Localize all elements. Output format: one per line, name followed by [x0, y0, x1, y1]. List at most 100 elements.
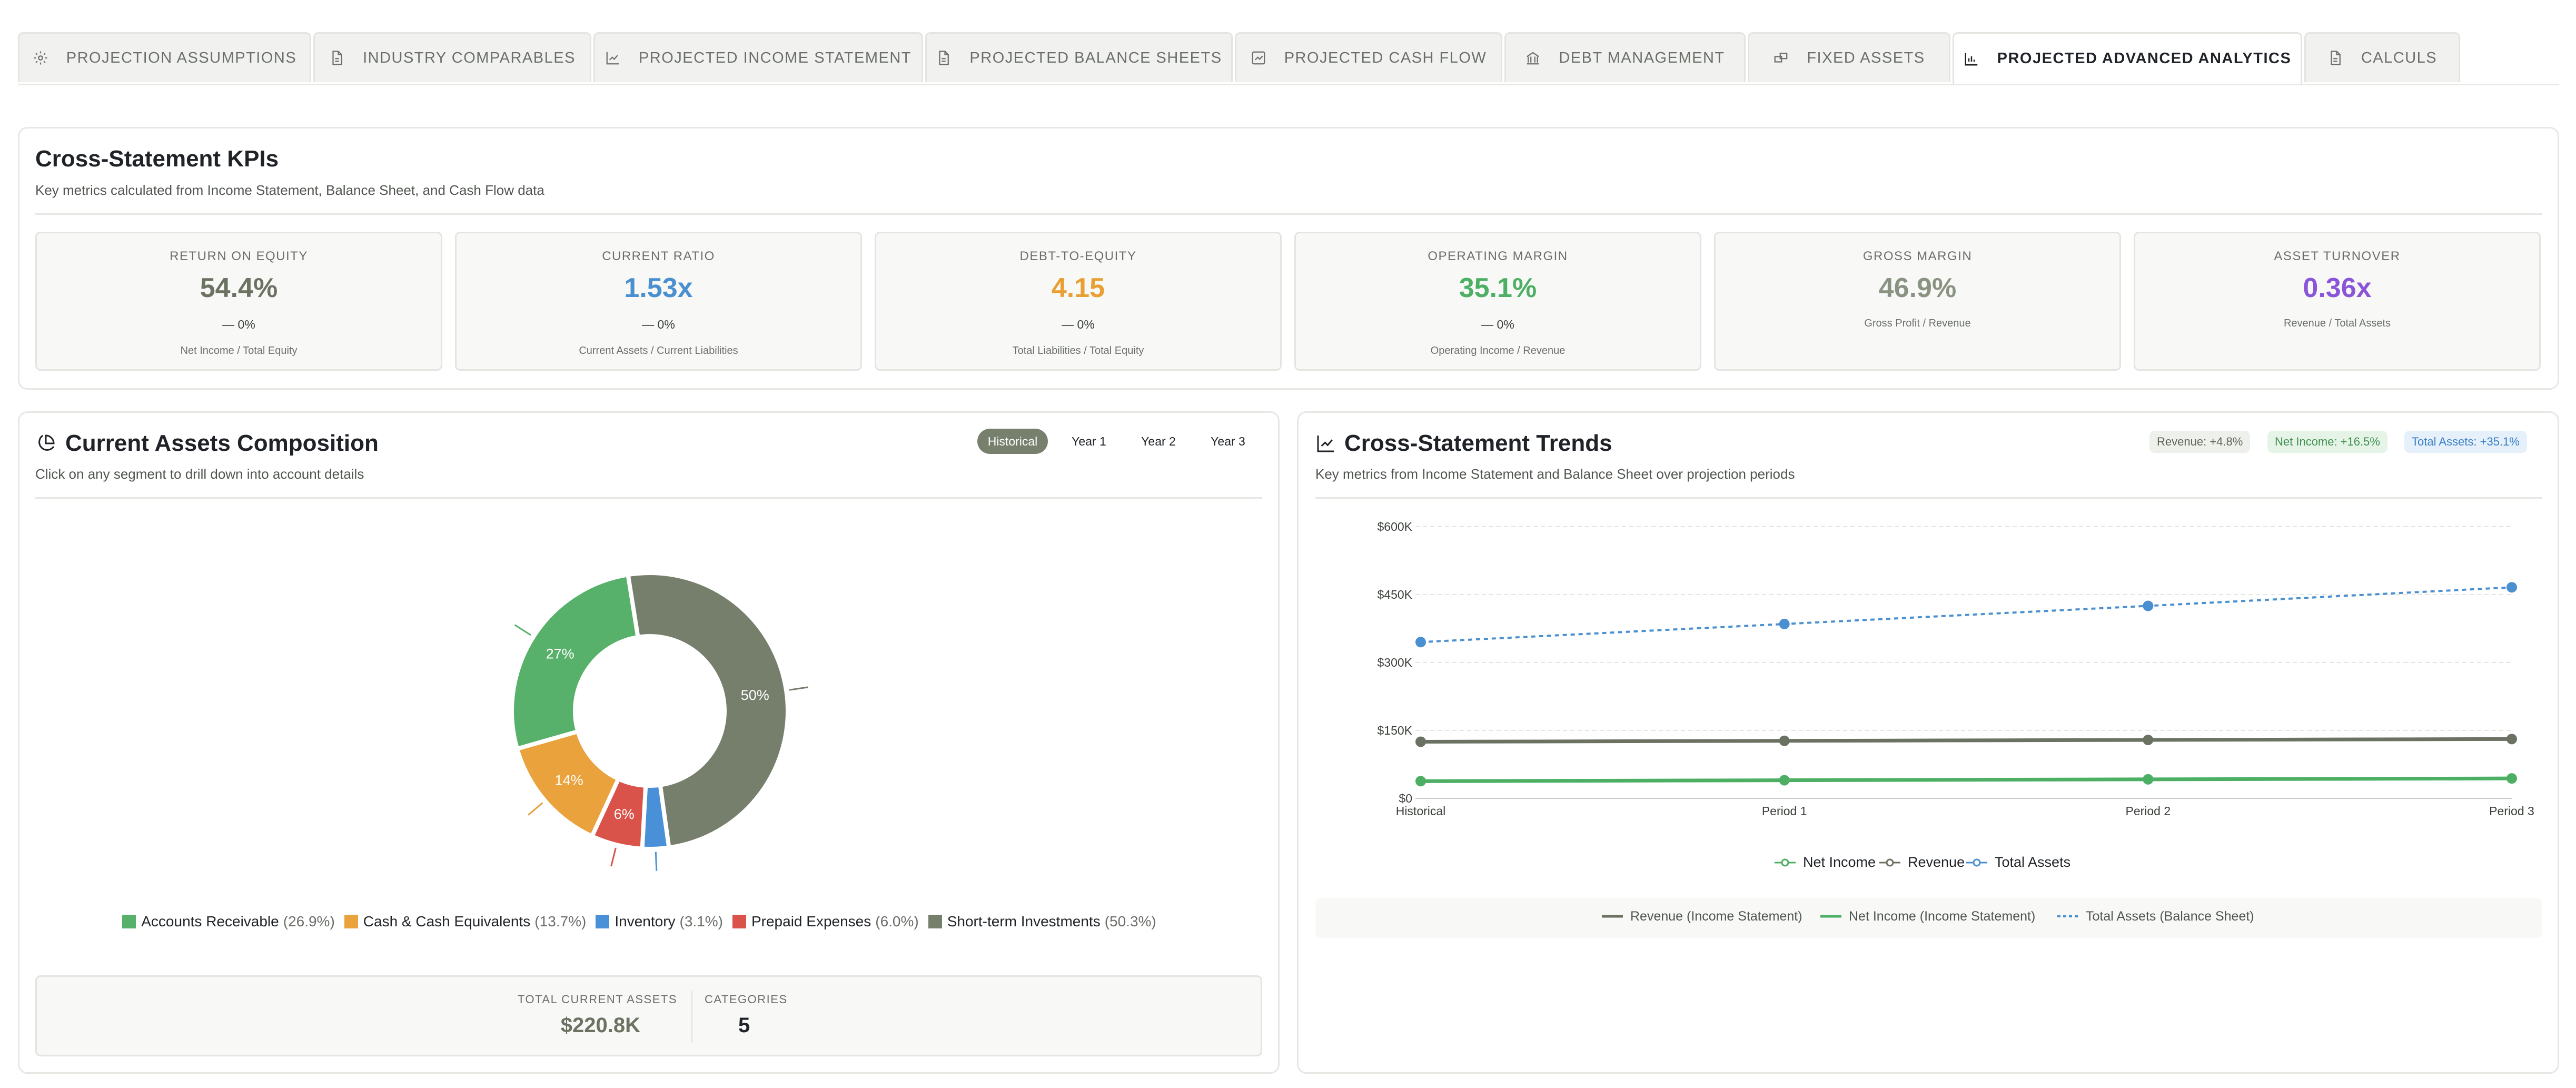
data-point[interactable] — [1779, 618, 1790, 629]
kpi-value: 46.9% — [1878, 273, 1957, 303]
legend-line-icon — [1774, 855, 1797, 871]
series-line-net-income — [1420, 776, 2512, 783]
tab-debt-management[interactable]: DEBT MANAGEMENT — [1504, 32, 1746, 82]
series-key-net-income: Net Income (Income Statement) — [1819, 908, 2035, 924]
kpi-formula: Total Liabilities / Total Equity — [1012, 345, 1144, 357]
kpi-card-return-on-equity: RETURN ON EQUITY 54.4% — 0% Net Income /… — [35, 232, 442, 371]
trend-legend-total-assets[interactable]: Total Assets — [1965, 854, 2070, 871]
trend-legend-revenue[interactable]: Revenue — [1878, 854, 1965, 871]
categories-value: 5 — [738, 1014, 750, 1037]
x-tick-label: Period 1 — [1762, 804, 1807, 818]
kpi-label: OPERATING MARGIN — [1428, 249, 1568, 263]
legend-label: Revenue — [1908, 854, 1965, 870]
legend-swatch — [344, 915, 358, 928]
document-icon — [2327, 50, 2343, 66]
donut-slice-short-term-investments[interactable] — [626, 571, 790, 850]
kpi-label: ASSET TURNOVER — [2274, 249, 2401, 263]
kpi-change: — 0% — [1062, 318, 1095, 331]
tab-fixed-assets[interactable]: FIXED ASSETS — [1748, 32, 1950, 82]
legend-pct: (26.9%) — [283, 913, 335, 929]
document-icon — [329, 50, 345, 66]
tab-industry-comparables[interactable]: INDUSTRY COMPARABLES — [313, 32, 591, 82]
tab-projected-balance-sheets[interactable]: PROJECTED BALANCE SHEETS — [925, 32, 1233, 82]
period-year2-button[interactable]: Year 2 — [1141, 434, 1176, 448]
legend-item-accounts-receivable[interactable]: Accounts Receivable (26.9%) — [122, 913, 335, 930]
series-key-label: Revenue (Income Statement) — [1630, 908, 1802, 924]
kpi-section-subtitle: Key metrics calculated from Income State… — [35, 182, 544, 198]
tab-label: PROJECTION ASSUMPTIONS — [66, 49, 297, 66]
y-tick-label: $600K — [1377, 520, 1412, 533]
series-key-revenue: Revenue (Income Statement) — [1601, 908, 1802, 924]
legend-label: Cash & Cash Equivalents — [363, 913, 531, 929]
data-point[interactable] — [2143, 774, 2154, 785]
legend-item-short-term-investments[interactable]: Short-term Investments (50.3%) — [928, 913, 1156, 930]
y-tick-label: $450K — [1377, 588, 1412, 601]
legend-item-prepaid-expenses[interactable]: Prepaid Expenses (6.0%) — [732, 913, 919, 930]
data-point[interactable] — [2143, 600, 2154, 611]
donut-leader-line — [610, 847, 617, 867]
period-historical-button[interactable]: Historical — [977, 429, 1048, 454]
tab-label: FIXED ASSETS — [1807, 49, 1925, 66]
kpi-change: — 0% — [222, 318, 255, 331]
tab-label: PROJECTED ADVANCED ANALYTICS — [1997, 50, 2292, 67]
legend-label: Inventory — [615, 913, 676, 929]
tab-projected-advanced-analytics[interactable]: PROJECTED ADVANCED ANALYTICS — [1953, 32, 2302, 84]
legend-swatch — [122, 915, 136, 928]
data-point[interactable] — [2506, 582, 2517, 593]
series-line-total-assets — [1420, 586, 2512, 644]
donut-leader-line — [655, 852, 658, 871]
kpi-formula: Net Income / Total Equity — [180, 345, 298, 357]
kpi-label: CURRENT RATIO — [602, 249, 715, 263]
donut-slice-label: 6% — [614, 806, 635, 822]
kpi-formula: Gross Profit / Revenue — [1864, 318, 1971, 329]
donut-slice-label: 50% — [741, 687, 769, 703]
tab-label: INDUSTRY COMPARABLES — [363, 49, 576, 66]
kpi-change: — 0% — [1481, 318, 1514, 331]
donut-slice-label: 27% — [546, 646, 574, 661]
kpi-card-gross-margin: GROSS MARGIN 46.9% Gross Profit / Revenu… — [1714, 232, 2121, 371]
tab-projected-income-statement[interactable]: PROJECTED INCOME STATEMENT — [593, 32, 923, 82]
bar-chart-icon — [1964, 51, 1979, 67]
x-tick-label: Historical — [1396, 804, 1446, 818]
tab-projected-cash-flow[interactable]: PROJECTED CASH FLOW — [1235, 32, 1502, 82]
series-key-panel — [1315, 898, 2542, 938]
tab-label: PROJECTED CASH FLOW — [1284, 49, 1487, 66]
legend-label: Short-term Investments — [947, 913, 1101, 929]
legend-label: Net Income — [1803, 854, 1876, 870]
y-tick-label: $0 — [1399, 792, 1412, 805]
composition-summary: TOTAL CURRENT ASSETS $220.8K CATEGORIES … — [35, 975, 1262, 1056]
trend-legend-net-income[interactable]: Net Income — [1774, 854, 1876, 871]
data-point[interactable] — [1779, 775, 1790, 786]
legend-item-inventory[interactable]: Inventory (3.1%) — [596, 913, 723, 930]
composition-card — [18, 411, 1280, 1074]
period-year3-button[interactable]: Year 3 — [1211, 434, 1245, 448]
divider — [35, 497, 1262, 499]
legend-item-cash[interactable]: Cash & Cash Equivalents (13.7%) — [344, 913, 586, 930]
data-point[interactable] — [2506, 773, 2517, 784]
data-point[interactable] — [1779, 735, 1790, 746]
data-point[interactable] — [2143, 735, 2154, 746]
kpi-formula: Current Assets / Current Liabilities — [579, 345, 738, 357]
legend-swatch — [596, 915, 610, 928]
donut-slice-label: 14% — [555, 772, 583, 788]
assets-icon — [1773, 50, 1789, 66]
tab-calculs[interactable]: CALCULS — [2304, 32, 2460, 82]
data-point[interactable] — [1415, 637, 1426, 648]
kpi-formula: Operating Income / Revenue — [1430, 345, 1566, 357]
series-key-label: Net Income (Income Statement) — [1849, 908, 2036, 924]
y-tick-label: $300K — [1377, 656, 1412, 669]
summary-divider — [691, 991, 692, 1043]
series-key-label: Total Assets (Balance Sheet) — [2086, 908, 2254, 924]
tab-projection-assumptions[interactable]: PROJECTION ASSUMPTIONS — [18, 32, 311, 82]
donut-slice-accounts-receivable[interactable] — [510, 572, 641, 751]
data-point[interactable] — [1415, 736, 1426, 747]
legend-pct: (50.3%) — [1104, 913, 1156, 929]
bank-icon — [1525, 50, 1541, 66]
total-current-assets-label: TOTAL CURRENT ASSETS — [517, 993, 677, 1006]
kpi-label: RETURN ON EQUITY — [170, 249, 308, 263]
data-point[interactable] — [1415, 776, 1426, 787]
donut-leader-line — [514, 624, 531, 636]
data-point[interactable] — [2506, 734, 2517, 745]
period-year1-button[interactable]: Year 1 — [1072, 434, 1106, 448]
x-tick-label: Period 2 — [2125, 804, 2171, 818]
